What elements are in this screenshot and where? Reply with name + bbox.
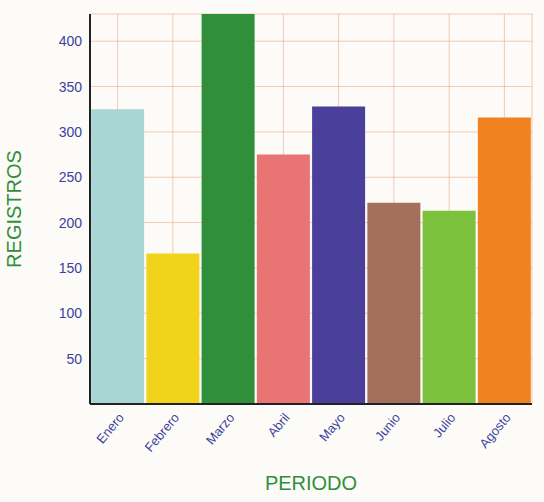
svg-text:Marzo: Marzo bbox=[203, 410, 238, 447]
svg-text:300: 300 bbox=[59, 124, 83, 140]
svg-text:Julio: Julio bbox=[430, 410, 459, 440]
svg-text:350: 350 bbox=[59, 79, 83, 95]
svg-text:PERIODO: PERIODO bbox=[265, 472, 357, 494]
svg-text:250: 250 bbox=[59, 169, 83, 185]
svg-text:REGISTROS: REGISTROS bbox=[3, 150, 25, 268]
svg-text:150: 150 bbox=[59, 260, 83, 276]
svg-text:Mayo: Mayo bbox=[316, 410, 348, 444]
svg-text:Abril: Abril bbox=[265, 410, 293, 440]
svg-text:400: 400 bbox=[59, 33, 83, 49]
svg-text:Febrero: Febrero bbox=[141, 410, 182, 455]
svg-text:Enero: Enero bbox=[93, 410, 127, 446]
svg-text:100: 100 bbox=[59, 305, 83, 321]
svg-text:Junio: Junio bbox=[372, 410, 403, 443]
svg-text:Agosto: Agosto bbox=[476, 410, 514, 451]
svg-text:200: 200 bbox=[59, 215, 83, 231]
svg-text:50: 50 bbox=[66, 351, 82, 367]
